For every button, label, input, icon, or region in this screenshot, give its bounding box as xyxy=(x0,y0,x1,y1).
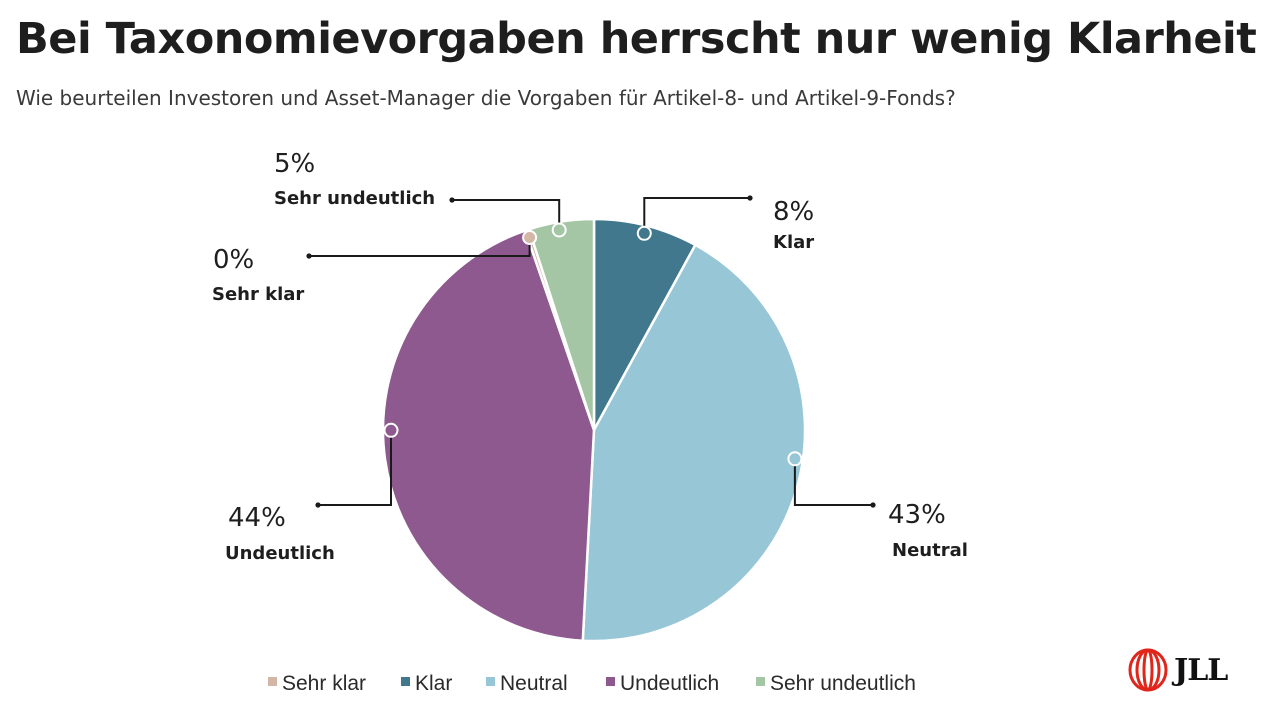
legend-label-sehr-klar: Sehr klar xyxy=(282,672,366,695)
legend-swatch-sehr-klar xyxy=(268,677,277,686)
pie-callouts: 8% Klar 43% Neutral 44% Undeutlich 0% Sehr klar… xyxy=(212,149,968,564)
pie-slice-klar xyxy=(592,217,698,431)
callout-marker-sehr-undeutlich xyxy=(551,222,567,238)
legend-swatch-undeutlich xyxy=(606,677,615,686)
data-label-value-sehr-undeutlich: 5% xyxy=(274,149,315,179)
data-label-value-klar: 8% xyxy=(773,197,814,227)
data-label-name-sehr-undeutlich: Sehr undeutlich xyxy=(274,188,435,209)
pie-slice-undeutlich xyxy=(381,228,596,643)
callout-marker-neutral xyxy=(787,451,803,467)
callout-marker-sehr-klar xyxy=(522,230,538,245)
callout-line-sehr-undeutlich xyxy=(452,199,561,230)
callout-line-neutral xyxy=(793,458,873,506)
callout-end-dot-sehr-klar xyxy=(306,253,312,259)
legend-swatch-klar xyxy=(401,677,410,686)
data-label-name-sehr-klar: Sehr klar xyxy=(212,284,304,305)
callout-end-dot-sehr-undeutlich xyxy=(449,197,455,203)
jll-flame-icon xyxy=(1128,648,1168,692)
legend-swatch-sehr-undeutlich xyxy=(756,677,765,686)
data-label-name-neutral: Neutral xyxy=(892,540,968,561)
callout-line-klar xyxy=(643,197,750,234)
pie-slice-neutral xyxy=(581,243,807,643)
pie-slice-sehr-undeutlich xyxy=(527,217,596,431)
legend-label-sehr-undeutlich: Sehr undeutlich xyxy=(770,672,916,695)
callout-marker-klar xyxy=(636,225,652,241)
data-label-name-klar: Klar xyxy=(773,232,814,253)
chart-subtitle: Wie beurteilen Investoren und Asset-Mana… xyxy=(16,86,956,110)
callout-end-dot-klar xyxy=(747,195,753,201)
data-label-value-sehr-klar: 0% xyxy=(213,245,254,275)
callout-end-dot-undeutlich xyxy=(315,502,321,508)
callout-line-undeutlich xyxy=(318,430,392,506)
legend: Sehr klar Klar Neutral Undeutlich Sehr undeu… xyxy=(268,672,916,695)
callout-marker-undeutlich xyxy=(383,422,399,438)
jll-logo: JLL xyxy=(1128,648,1228,692)
chart-title: Bei Taxonomievorgaben herrscht nur wenig… xyxy=(16,14,1257,64)
jll-logo-text: JLL xyxy=(1174,652,1228,688)
callout-end-dot-neutral xyxy=(870,502,876,508)
legend-label-klar: Klar xyxy=(415,672,452,695)
data-label-value-neutral: 43% xyxy=(888,500,946,530)
legend-label-neutral: Neutral xyxy=(500,672,568,695)
data-label-value-undeutlich: 44% xyxy=(228,503,286,533)
pie-slices xyxy=(381,217,807,643)
data-label-name-undeutlich: Undeutlich xyxy=(225,543,335,564)
legend-label-undeutlich: Undeutlich xyxy=(620,672,719,695)
legend-swatch-neutral xyxy=(486,677,495,686)
